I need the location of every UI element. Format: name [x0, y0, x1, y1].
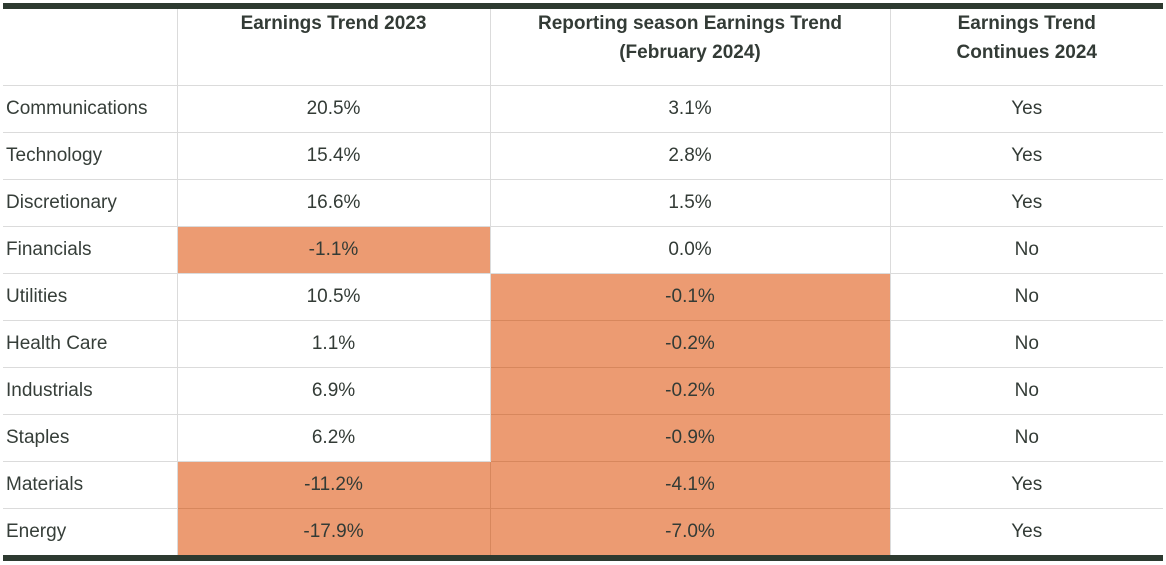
table-row: Discretionary 16.6% 1.5% Yes [3, 178, 1163, 226]
table-body: Communications 20.5% 3.1% Yes Technology 15.4… [3, 84, 1163, 555]
header-row: Earnings Trend 2023 Reporting season Earn… [3, 9, 1163, 85]
sector-cell: Discretionary [3, 178, 177, 226]
table-row: Technology 15.4% 2.8% Yes [3, 131, 1163, 179]
table-row: Financials -1.1% 0.0% No [3, 225, 1163, 273]
table-row: Materials -11.2% -4.1% Yes [3, 460, 1163, 508]
trend-feb-2024-cell: -4.1% [489, 460, 890, 508]
table-row: Health Care 1.1% -0.2% No [3, 319, 1163, 367]
continues-2024-cell: Yes [889, 178, 1163, 226]
trend-2023-cell: 1.1% [176, 319, 490, 367]
trend-2023-cell: -1.1% [176, 225, 490, 273]
table-row: Utilities 10.5% -0.1% No [3, 272, 1163, 320]
sector-cell: Materials [3, 460, 177, 508]
trend-feb-2024-cell: 3.1% [489, 84, 890, 132]
bottom-rule [3, 555, 1163, 561]
continues-2024-cell: No [889, 272, 1163, 320]
trend-feb-2024-cell: -0.2% [489, 319, 890, 367]
sector-cell: Communications [3, 84, 177, 132]
table-row: Energy -17.9% -7.0% Yes [3, 507, 1163, 555]
column-header-line: (February 2024) [619, 42, 761, 63]
continues-2024-cell: Yes [889, 131, 1163, 179]
sector-cell: Financials [3, 225, 177, 273]
trend-2023-cell: 6.9% [176, 366, 490, 414]
earnings-table: Earnings Trend 2023 Reporting season Earn… [3, 9, 1163, 555]
trend-feb-2024-cell: 0.0% [489, 225, 890, 273]
continues-2024-cell: Yes [889, 460, 1163, 508]
sector-cell: Staples [3, 413, 177, 461]
trend-2023-cell: -11.2% [176, 460, 490, 508]
continues-2024-cell: No [889, 366, 1163, 414]
column-header-line: Earnings Trend 2023 [240, 13, 427, 34]
continues-2024-cell: No [889, 319, 1163, 367]
column-header-line: Continues 2024 [956, 42, 1097, 63]
trend-feb-2024-cell: -0.2% [489, 366, 890, 414]
column-header-trend-2023: Earnings Trend 2023 [176, 9, 490, 85]
trend-2023-cell: -17.9% [176, 507, 490, 555]
trend-2023-cell: 20.5% [176, 84, 490, 132]
trend-feb-2024-cell: 1.5% [489, 178, 890, 226]
trend-feb-2024-cell: -7.0% [489, 507, 890, 555]
trend-2023-cell: 15.4% [176, 131, 490, 179]
table-row: Industrials 6.9% -0.2% No [3, 366, 1163, 414]
column-header-trend-feb-2024: Reporting season Earnings Trend (February… [489, 9, 890, 85]
trend-feb-2024-cell: -0.1% [489, 272, 890, 320]
table-header: Earnings Trend 2023 Reporting season Earn… [3, 9, 1163, 85]
trend-2023-cell: 10.5% [176, 272, 490, 320]
sector-cell: Utilities [3, 272, 177, 320]
column-header-line: Earnings Trend [957, 13, 1096, 34]
sector-cell: Energy [3, 507, 177, 555]
trend-2023-cell: 16.6% [176, 178, 490, 226]
sector-cell: Health Care [3, 319, 177, 367]
continues-2024-cell: No [889, 225, 1163, 273]
sector-cell: Technology [3, 131, 177, 179]
trend-2023-cell: 6.2% [176, 413, 490, 461]
continues-2024-cell: Yes [889, 84, 1163, 132]
trend-feb-2024-cell: -0.9% [489, 413, 890, 461]
continues-2024-cell: No [889, 413, 1163, 461]
column-header-line: Reporting season Earnings Trend [537, 13, 843, 34]
trend-feb-2024-cell: 2.8% [489, 131, 890, 179]
continues-2024-cell: Yes [889, 507, 1163, 555]
top-rule [3, 3, 1163, 9]
table-row: Communications 20.5% 3.1% Yes [3, 84, 1163, 132]
table-row: Staples 6.2% -0.9% No [3, 413, 1163, 461]
column-header-continues-2024: Earnings Trend Continues 2024 [889, 9, 1163, 85]
sector-cell: Industrials [3, 366, 177, 414]
column-header-sector [3, 9, 177, 85]
